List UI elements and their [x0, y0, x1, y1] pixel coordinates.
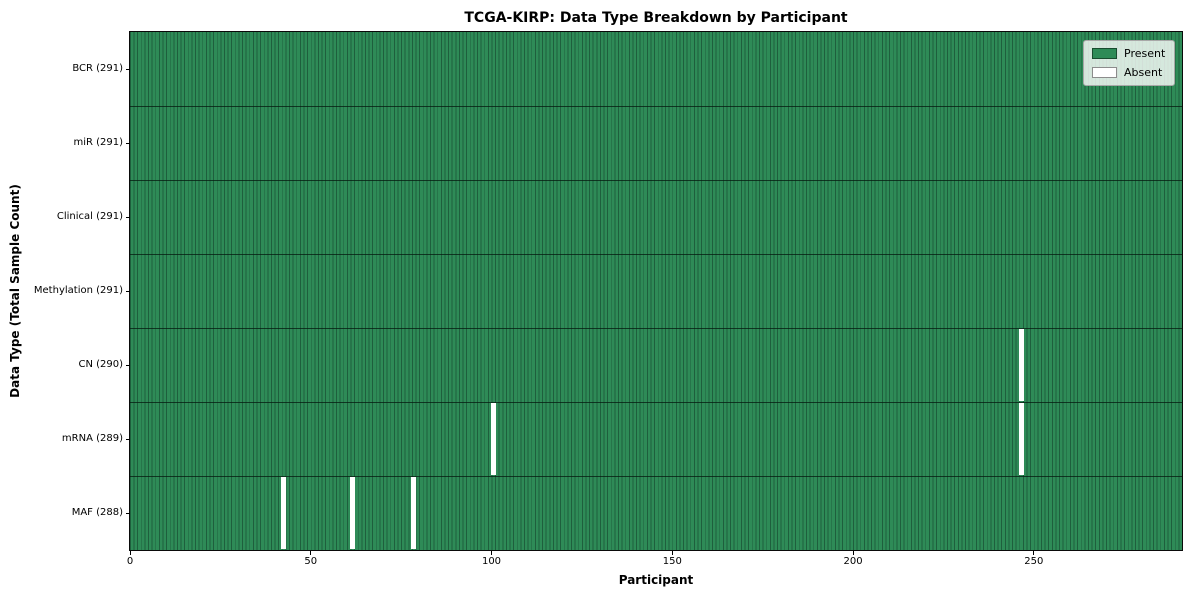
absent-bar-MAF-61	[349, 476, 355, 550]
ytick-label-Clinical: Clinical (291)	[56, 211, 123, 222]
absent-bar-MAF-42	[281, 476, 287, 550]
xtick-label-150: 150	[662, 556, 682, 567]
legend-entry-absent: Absent	[1092, 66, 1166, 79]
ytick-label-MAF: MAF (288)	[71, 507, 123, 518]
absent-bar-MAF-78	[411, 476, 417, 550]
legend-label: Present	[1124, 47, 1166, 60]
xtick-label-250: 250	[1024, 556, 1044, 567]
xtick-mark-150	[671, 551, 673, 555]
present-columns-texture	[130, 32, 1182, 550]
legend-entry-present: Present	[1092, 47, 1166, 60]
absent-bar-mRNA-100	[490, 402, 496, 476]
ytick-label-Methylation: Methylation (291)	[33, 285, 123, 296]
legend: Present Absent	[1083, 40, 1175, 86]
xtick-mark-50	[310, 551, 312, 555]
ytick-mark-mRNA	[125, 438, 130, 440]
legend-label: Absent	[1124, 66, 1163, 79]
xtick-label-200: 200	[843, 556, 863, 567]
ytick-label-CN: CN (290)	[78, 359, 123, 370]
ytick-mark-Clinical	[125, 216, 130, 218]
ytick-mark-miR	[125, 142, 130, 144]
xtick-label-100: 100	[481, 556, 502, 567]
chart-title: TCGA-KIRP: Data Type Breakdown by Partic…	[464, 10, 848, 26]
ytick-mark-BCR	[125, 68, 130, 70]
absent-bar-mRNA-246	[1018, 402, 1024, 476]
ytick-mark-CN	[125, 364, 130, 366]
ytick-label-BCR: BCR (291)	[72, 63, 123, 74]
ytick-mark-Methylation	[125, 290, 130, 292]
xtick-label-50: 50	[304, 556, 318, 567]
ytick-mark-MAF	[125, 512, 130, 514]
absent-bar-CN-246	[1018, 328, 1024, 402]
xtick-mark-100	[491, 551, 493, 555]
legend-swatch-absent	[1092, 67, 1117, 78]
xtick-mark-200	[852, 551, 854, 555]
plot-area	[130, 32, 1182, 550]
legend-swatch-present	[1092, 48, 1117, 59]
x-axis-label: Participant	[618, 573, 694, 587]
xtick-mark-250	[1033, 551, 1035, 555]
ytick-label-mRNA: mRNA (289)	[61, 433, 123, 444]
xtick-mark-0	[129, 551, 131, 555]
ytick-label-miR: miR (291)	[73, 137, 123, 148]
xtick-label-0: 0	[126, 556, 134, 567]
